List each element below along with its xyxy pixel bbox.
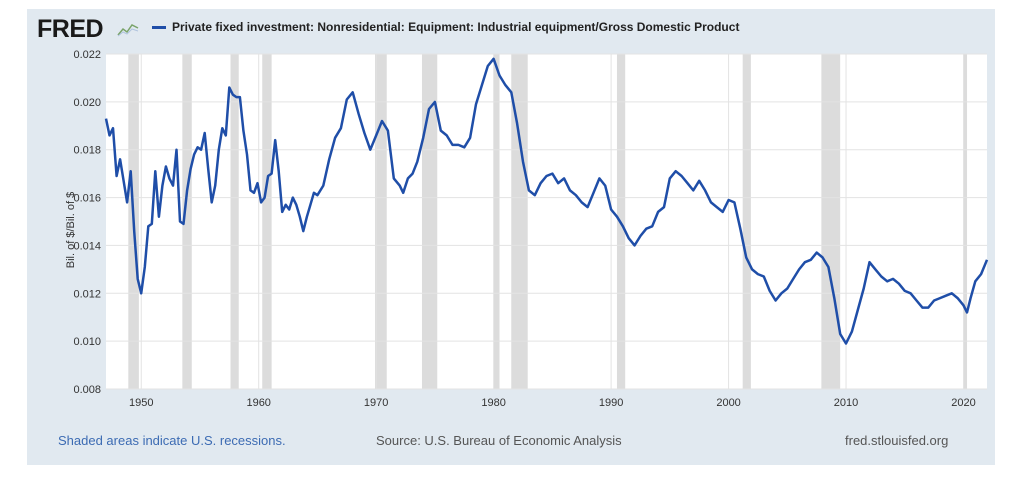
recession-band-10	[821, 54, 841, 389]
recession-band-6	[493, 54, 500, 389]
site-link[interactable]: fred.stlouisfed.org	[845, 433, 949, 448]
trend-chart-icon	[117, 21, 139, 37]
recession-band-3	[262, 54, 272, 389]
recession-band-1	[182, 54, 192, 389]
x-tick-label-1: 1960	[246, 397, 270, 409]
x-tick-label-0: 1950	[129, 397, 153, 409]
x-tick-label-7: 2020	[951, 397, 975, 409]
recession-band-7	[511, 54, 528, 389]
series-title: Private fixed investment: Nonresidential…	[172, 20, 740, 34]
legend-line-swatch	[152, 25, 166, 29]
series-line-0	[104, 57, 989, 345]
x-tick-label-6: 2010	[834, 397, 858, 409]
y-tick-label-3: 0.014	[73, 240, 101, 252]
source-note: Source: U.S. Bureau of Economic Analysis	[376, 433, 622, 448]
y-tick-label-1: 0.010	[73, 336, 101, 348]
y-tick-label-7: 0.022	[73, 49, 101, 61]
x-tick-label-3: 1980	[481, 397, 505, 409]
y-tick-label-0: 0.008	[73, 384, 101, 396]
recession-band-5	[421, 54, 438, 389]
recession-band-11	[963, 54, 968, 389]
recession-note[interactable]: Shaded areas indicate U.S. recessions.	[58, 433, 286, 448]
x-tick-label-4: 1990	[599, 397, 623, 409]
y-tick-label-2: 0.012	[73, 288, 101, 300]
fred-logo[interactable]: FRED	[37, 15, 104, 43]
x-tick-label-2: 1970	[364, 397, 388, 409]
recession-band-9	[742, 54, 751, 389]
y-tick-label-5: 0.018	[73, 145, 101, 157]
y-tick-label-4: 0.016	[73, 193, 101, 205]
y-tick-label-6: 0.020	[73, 97, 101, 109]
recession-band-2	[230, 54, 239, 389]
recession-band-4	[374, 54, 387, 389]
x-tick-label-5: 2000	[716, 397, 740, 409]
chart-legend: Private fixed investment: Nonresidential…	[152, 20, 739, 34]
